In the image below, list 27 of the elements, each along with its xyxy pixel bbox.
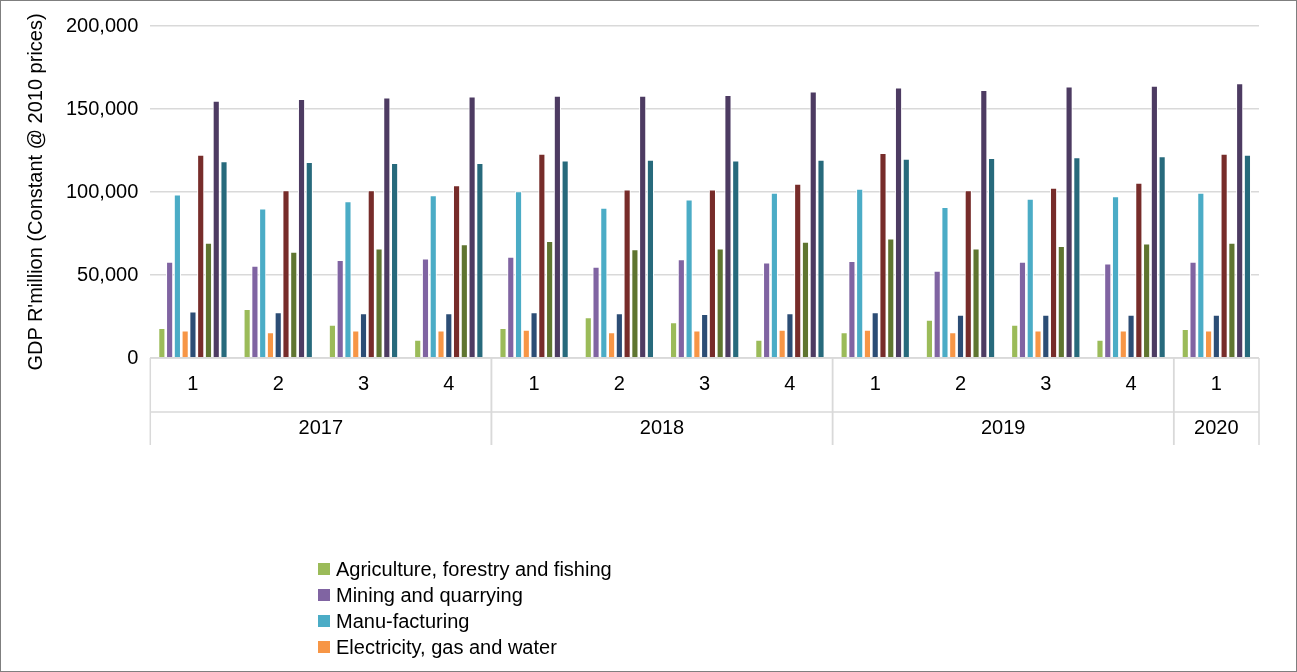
x-tick-label: 4 (1125, 371, 1137, 394)
x-tick-label: 2 (954, 371, 967, 394)
y-tick-label: 100,000 (66, 179, 139, 202)
y-axis-title: GDP R'million (Constant @ 2010 prices) (23, 13, 46, 371)
x-tick-label: 3 (1040, 371, 1052, 394)
y-tick-label: 50,000 (77, 262, 139, 285)
y-tick-label: 0 (127, 345, 139, 368)
y-tick-label: 200,000 (66, 13, 139, 36)
text: 2019 (980, 415, 1026, 438)
legend-label: Manu-facturing (336, 609, 470, 634)
y-tick-label: 150,000 (66, 96, 139, 119)
x-tick-label: 1 (187, 371, 199, 394)
x-tick-label: 3 (699, 371, 711, 394)
x-tick-label: 1 (528, 371, 540, 394)
legend-label: Mining and quarrying (336, 583, 523, 608)
text: 2018 (639, 415, 685, 438)
x-tick-label: 3 (357, 371, 370, 394)
x-tick-label: 4 (784, 371, 796, 394)
legend-label: Electricity, gas and water (336, 635, 557, 660)
text: 2020 (1194, 415, 1239, 438)
x-tick-label: 1 (869, 371, 881, 394)
x-tick-label: 2 (272, 371, 284, 394)
x-tick-label: 4 (443, 371, 455, 394)
x-tick-label: 2 (613, 371, 625, 394)
text: 2017 (298, 415, 344, 438)
legend-label: Agriculture, forestry and fishing (336, 557, 612, 582)
x-tick-label: 1 (1210, 371, 1222, 394)
